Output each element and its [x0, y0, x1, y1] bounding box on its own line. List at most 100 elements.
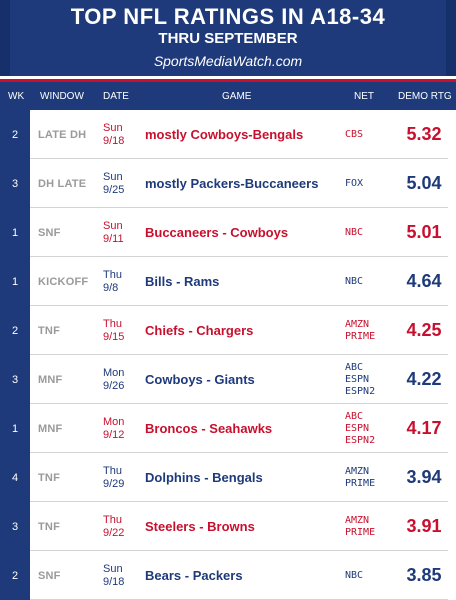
game-matchup: Broncos - Seahawks	[145, 421, 273, 436]
game-matchup: Dolphins - Bengals	[145, 470, 263, 485]
network: FOX	[345, 159, 397, 208]
time-window: TNF	[38, 471, 60, 484]
game-matchup: mostly Packers-Buccaneers	[145, 176, 319, 191]
demo-rating: 4.25	[406, 320, 442, 340]
demo-rating: 3.85	[406, 565, 442, 585]
network-line-1: NBC	[345, 275, 364, 287]
time-window: MNF	[38, 422, 63, 435]
time-window: SNF	[38, 569, 61, 582]
page-subtitle: THRU SEPTEMBER	[158, 30, 298, 47]
game-day-date: 9/18	[103, 575, 125, 588]
network-line-2: PRIME	[345, 526, 376, 538]
row-divider	[30, 354, 448, 355]
demo-rating: 5.32	[406, 124, 442, 144]
row-divider	[30, 158, 448, 159]
game-day: Thu	[103, 317, 122, 330]
divider-stripe-white	[0, 76, 456, 79]
game-date: Thu 9/8	[103, 257, 143, 306]
demo-rating: 5.01	[406, 222, 442, 242]
game-day: Sun	[103, 562, 123, 575]
row-divider	[30, 550, 448, 551]
network: NBC	[345, 208, 397, 257]
game-day: Thu	[103, 464, 122, 477]
network-line-3: ESPN2	[345, 434, 376, 446]
table-row: 2 LATE DH Sun 9/18 mostly Cowboys-Bengals CBS…	[0, 110, 456, 159]
game-day-date: 9/22	[103, 526, 125, 539]
game-day: Mon	[103, 415, 125, 428]
game-day: Thu	[103, 513, 122, 526]
network-line-2: ESPN	[345, 373, 370, 385]
game-date: Sun 9/18	[103, 110, 143, 159]
game-date: Mon 9/12	[103, 404, 143, 453]
network: AMZN PRIME	[345, 502, 397, 551]
game-matchup: Bills - Rams	[145, 274, 220, 289]
week-number: 1	[11, 226, 19, 239]
table-row: 2 SNF Sun 9/18 Bears - Packers NBC 3.85	[0, 551, 456, 600]
game-date: Thu 9/15	[103, 306, 143, 355]
divider-stripe-red	[0, 79, 456, 82]
page-title: TOP NFL RATINGS IN A18-34	[70, 4, 386, 29]
game-matchup: Bears - Packers	[145, 568, 243, 583]
time-window: KICKOFF	[38, 275, 89, 288]
column-header-demo-rtg: DEMO RTG	[398, 91, 452, 102]
week-number: 1	[11, 275, 19, 288]
table-row: 4 TNF Thu 9/29 Dolphins - Bengals AMZN PRIME 3.…	[0, 453, 456, 502]
week-number: 4	[11, 471, 19, 484]
table-row: 1 MNF Mon 9/12 Broncos - Seahawks ABC ESPN ESPN…	[0, 404, 456, 453]
site-credit: SportsMediaWatch.com	[153, 53, 303, 69]
row-divider	[30, 501, 448, 502]
week-number: 2	[11, 324, 19, 337]
game-day-date: 9/15	[103, 330, 125, 343]
network-line-1: AMZN	[345, 465, 370, 477]
game-date: Thu 9/29	[103, 453, 143, 502]
week-number: 2	[11, 128, 19, 141]
title-banner: TOP NFL RATINGS IN A18-34 THRU SEPTEMBER…	[0, 0, 456, 76]
network-line-1: NBC	[345, 226, 364, 238]
game-day: Sun	[103, 170, 123, 183]
network-line-1: ABC	[345, 410, 364, 422]
table-row: 1 SNF Sun 9/11 Buccaneers - Cowboys NBC 5.01	[0, 208, 456, 257]
demo-rating: 4.17	[406, 418, 442, 438]
column-header-row: WK WINDOW DATE GAME NET DEMO RTG	[0, 82, 456, 110]
demo-rating: 3.91	[406, 516, 442, 536]
game-date: Sun 9/25	[103, 159, 143, 208]
network-line-1: ABC	[345, 361, 364, 373]
network-line-2: ESPN	[345, 422, 370, 434]
table-row: 3 MNF Mon 9/26 Cowboys - Giants ABC ESPN ESPN2 4…	[0, 355, 456, 404]
network-line-1: AMZN	[345, 514, 370, 526]
column-header-date: DATE	[103, 91, 129, 102]
row-divider	[30, 305, 448, 306]
network-line-3: ESPN2	[345, 385, 376, 397]
game-day-date: 9/29	[103, 477, 125, 490]
table-row: 1 KICKOFF Thu 9/8 Bills - Rams NBC 4.64	[0, 257, 456, 306]
network: ABC ESPN ESPN2	[345, 355, 397, 404]
network: AMZN PRIME	[345, 306, 397, 355]
table-row: 3 DH LATE Sun 9/25 mostly Packers-Buccaneers…	[0, 159, 456, 208]
table-row: 2 TNF Thu 9/15 Chiefs - Chargers AMZN PRIME 4.2…	[0, 306, 456, 355]
demo-rating: 4.22	[406, 369, 442, 389]
network-line-1: NBC	[345, 569, 364, 581]
game-date: Thu 9/22	[103, 502, 143, 551]
game-day: Mon	[103, 366, 125, 379]
network: AMZN PRIME	[345, 453, 397, 502]
game-day-date: 9/8	[103, 281, 119, 294]
game-date: Sun 9/18	[103, 551, 143, 600]
game-day-date: 9/26	[103, 379, 125, 392]
time-window: SNF	[38, 226, 61, 239]
row-divider	[30, 403, 448, 404]
column-header-game: GAME	[222, 91, 252, 102]
column-header-wk: WK	[8, 91, 25, 102]
column-header-net: NET	[354, 91, 374, 102]
time-window: DH LATE	[38, 177, 87, 190]
game-day-date: 9/12	[103, 428, 125, 441]
time-window: TNF	[38, 324, 60, 337]
game-day-date: 9/11	[103, 232, 124, 245]
row-divider	[30, 452, 448, 453]
week-column-band	[0, 110, 30, 600]
column-header-window: WINDOW	[40, 91, 84, 102]
network-line-1: CBS	[345, 128, 364, 140]
week-number: 3	[11, 520, 19, 533]
network: ABC ESPN ESPN2	[345, 404, 397, 453]
game-day-date: 9/25	[103, 183, 125, 196]
week-number: 1	[11, 422, 19, 435]
